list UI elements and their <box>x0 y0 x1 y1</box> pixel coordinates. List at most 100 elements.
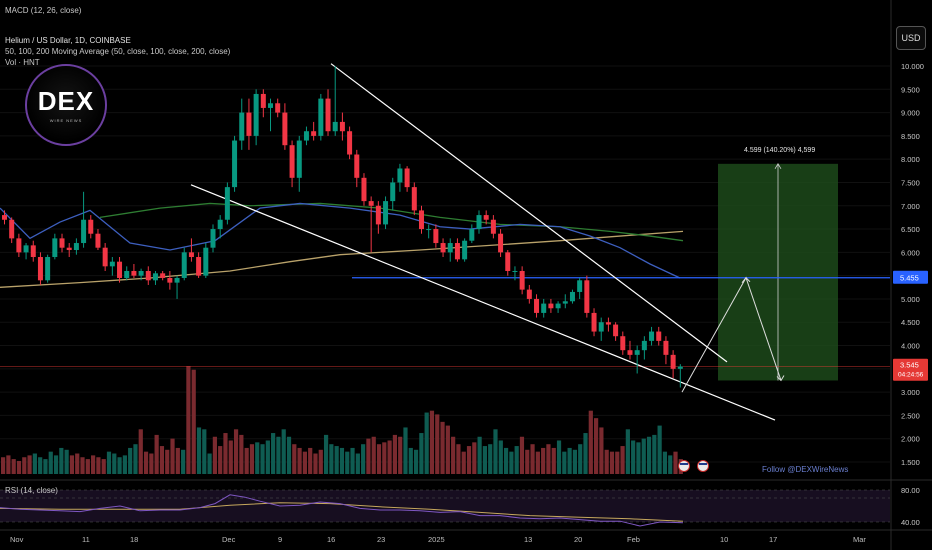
volume-bar <box>408 447 413 474</box>
volume-bar <box>64 449 69 474</box>
logo-subtext: WIRE NEWS <box>49 118 83 123</box>
volume-bar <box>117 457 122 474</box>
volume-bar <box>323 434 329 474</box>
volume-bar <box>535 451 540 474</box>
ma-label[interactable]: 50, 100, 200 Moving Average (50, close, … <box>5 47 231 56</box>
volume-bar <box>228 440 233 474</box>
candle-body <box>289 145 295 178</box>
price-tick-label: 8.000 <box>901 155 920 164</box>
volume-bar <box>265 440 270 474</box>
candle-body <box>469 229 475 241</box>
candle-body <box>152 273 158 281</box>
candle-body <box>534 298 540 313</box>
volume-bar <box>207 453 212 474</box>
candle-body <box>548 303 554 309</box>
candle-body <box>555 303 561 309</box>
volume-bar <box>260 444 265 474</box>
volume-bar <box>302 451 307 474</box>
volume-bar <box>472 442 477 474</box>
candle-body <box>426 229 432 231</box>
volume-bar <box>567 447 572 474</box>
volume-bar <box>38 457 43 474</box>
price-tick-label: 5.000 <box>901 295 920 304</box>
volume-bar <box>165 449 170 474</box>
volume-bar <box>588 410 593 474</box>
volume-bar <box>551 447 556 474</box>
macd-label[interactable]: MACD (12, 26, close) <box>5 6 82 15</box>
candle-body <box>296 140 302 178</box>
volume-bar <box>572 449 578 474</box>
measure-arrow <box>774 163 782 170</box>
target-box: 4.599 (140.20%) 4,599 <box>718 147 838 381</box>
volume-bar <box>488 444 493 474</box>
volume-bar <box>249 444 255 474</box>
candle-body <box>260 93 266 108</box>
candle-body <box>490 219 496 234</box>
candle-body <box>2 215 7 220</box>
volume-bar <box>308 447 313 474</box>
symbol-title[interactable]: Helium / US Dollar, 1D, COINBASE <box>5 36 131 45</box>
candle-body <box>52 238 58 258</box>
volume-bar <box>546 444 551 474</box>
candle-body <box>634 350 640 355</box>
volume-bar <box>424 412 429 474</box>
time-tick-label: Mar <box>853 535 866 544</box>
volume-bar <box>652 434 657 474</box>
price-badges: 5.455 3.545 04:24:56 <box>678 270 928 472</box>
time-tick-label: 20 <box>574 535 582 544</box>
event-flag-icon <box>697 460 709 472</box>
candle-body <box>30 245 36 258</box>
volume-bar <box>22 457 27 474</box>
price-tick-label: 4.000 <box>901 342 920 351</box>
rsi-band <box>0 490 890 522</box>
candle-body <box>282 112 288 146</box>
volume-bar <box>170 438 175 474</box>
candle-body <box>102 247 108 267</box>
volume-bar <box>398 436 403 474</box>
candle-body <box>188 252 194 258</box>
volume-bar <box>59 447 64 474</box>
volume-bar <box>445 425 450 474</box>
volume-bar <box>583 433 588 474</box>
candle-body <box>66 247 72 251</box>
follow-text[interactable]: Follow @DEXWireNews <box>762 465 849 474</box>
volume-bar <box>255 442 260 474</box>
volume-bar <box>6 455 11 474</box>
candle-body <box>656 331 662 341</box>
time-tick-label: Feb <box>627 535 640 544</box>
candle-body <box>131 270 137 276</box>
volume-label[interactable]: Vol · HNT <box>5 58 40 67</box>
currency-button[interactable]: USD <box>896 26 926 50</box>
rsi-label[interactable]: RSI (14, close) <box>5 486 58 495</box>
volume-bar <box>53 455 59 474</box>
candle-body <box>325 98 331 132</box>
candle-body <box>332 121 338 132</box>
candle-body <box>462 240 468 260</box>
candle-body <box>649 331 655 341</box>
candle-body <box>375 205 381 225</box>
candle-body <box>45 257 51 281</box>
time-tick-label: 2025 <box>428 535 445 544</box>
candle-body <box>627 350 633 355</box>
last-price-badge <box>893 358 928 381</box>
volume-bar <box>493 429 498 474</box>
rsi-panel <box>0 489 890 527</box>
volume-bar <box>456 444 461 474</box>
level-badge <box>893 270 928 284</box>
candle-body <box>81 219 87 244</box>
volume-bar <box>276 436 281 474</box>
candle-body <box>138 270 144 276</box>
volume-bar <box>223 433 228 474</box>
volume-bar <box>498 440 503 474</box>
candle-body <box>541 303 547 313</box>
candle-body <box>232 140 238 188</box>
event-flag-icon <box>678 460 690 472</box>
candle-body <box>476 215 482 230</box>
candle-body <box>117 261 123 278</box>
volume-bar <box>387 440 392 474</box>
price-tick-label: 7.500 <box>901 178 920 187</box>
candle-body <box>383 201 389 225</box>
candle-body <box>577 280 583 292</box>
volume-bar <box>673 451 678 474</box>
volume-bar <box>646 436 652 474</box>
